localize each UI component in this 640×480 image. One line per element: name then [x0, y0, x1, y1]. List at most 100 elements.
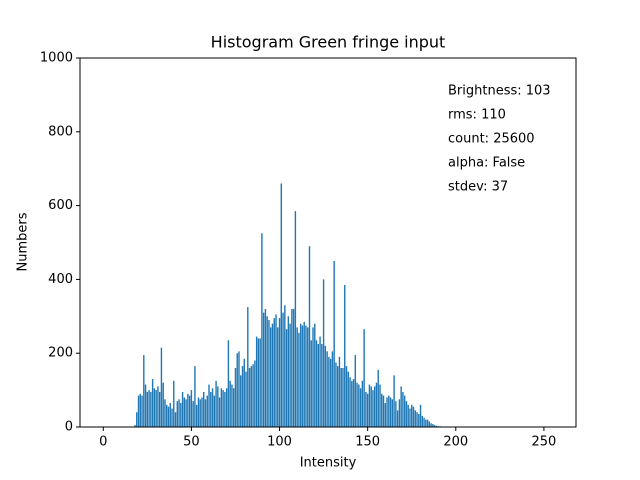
bar [335, 362, 337, 427]
bar [240, 375, 242, 427]
bar [259, 338, 261, 427]
x-tick-label: 50 [183, 435, 200, 450]
bar [336, 366, 339, 427]
bar [426, 419, 429, 427]
bar [176, 401, 179, 427]
bar [370, 386, 372, 427]
bar [366, 393, 369, 427]
bar [386, 397, 388, 427]
bar [232, 388, 235, 427]
bar [153, 388, 156, 427]
bar [338, 356, 341, 427]
bar [358, 384, 360, 427]
bar [134, 425, 136, 427]
bar [372, 390, 374, 427]
bar [229, 380, 231, 427]
bar [396, 410, 399, 427]
bar [419, 404, 422, 427]
bar [301, 325, 304, 427]
bar [197, 397, 200, 427]
bar [194, 366, 196, 427]
bar [238, 351, 240, 427]
bar [291, 308, 293, 427]
bar [409, 408, 411, 427]
bar [180, 403, 182, 427]
bar [377, 369, 379, 427]
bar [312, 327, 314, 427]
bar [303, 321, 305, 427]
bar [206, 395, 208, 427]
bar [310, 340, 312, 427]
bar [220, 388, 223, 427]
bar [275, 314, 277, 427]
bar [308, 246, 311, 427]
bar [361, 380, 364, 427]
bar [329, 358, 332, 427]
bar [178, 399, 180, 427]
bar [241, 366, 244, 427]
annotation: stdev: 37 [448, 180, 508, 195]
bar [351, 380, 353, 427]
annotation: count: 25600 [448, 132, 535, 147]
bar [317, 343, 320, 427]
annotation: alpha: False [448, 156, 525, 171]
bar [280, 183, 282, 427]
bar [403, 395, 406, 427]
bar [231, 384, 233, 427]
bar [218, 397, 221, 427]
bar [225, 388, 228, 427]
bar [217, 386, 219, 427]
bar [432, 424, 434, 427]
annotation: rms: 110 [448, 108, 506, 123]
bar [322, 279, 325, 427]
bar [391, 399, 394, 427]
x-tick-label: 200 [443, 435, 468, 450]
annotation: Brightness: 103 [448, 84, 551, 99]
bar [381, 393, 383, 427]
bar [155, 390, 157, 427]
bar [183, 397, 186, 427]
bar [227, 340, 230, 427]
bar [345, 366, 348, 427]
bar [222, 390, 224, 427]
bar [162, 382, 164, 427]
bar [247, 307, 249, 427]
bar [210, 391, 212, 427]
y-tick-label: 600 [48, 198, 73, 213]
bar [271, 323, 274, 427]
bar [405, 401, 408, 427]
bar [375, 382, 378, 427]
y-tick-label: 400 [48, 272, 73, 287]
bar [264, 308, 267, 427]
bar [414, 410, 416, 427]
bar [354, 355, 357, 427]
bar [411, 404, 413, 427]
bar [164, 399, 166, 427]
bar [349, 377, 351, 427]
bar [289, 323, 291, 427]
bar [359, 388, 362, 427]
bar [215, 380, 217, 427]
bar [284, 305, 286, 427]
bar [305, 325, 307, 427]
bar [379, 384, 381, 427]
x-tick-label: 100 [267, 435, 292, 450]
x-tick-label: 0 [99, 435, 107, 450]
bar [158, 391, 161, 427]
bar [388, 395, 390, 427]
bar [139, 393, 141, 427]
bar [185, 399, 187, 427]
bar [324, 345, 327, 427]
bar [430, 423, 432, 427]
bar [425, 419, 427, 427]
bar [368, 384, 371, 427]
bar [171, 408, 173, 427]
bar [277, 327, 279, 427]
x-tick-label: 250 [532, 435, 557, 450]
bar [298, 332, 300, 427]
bar [398, 399, 401, 427]
bar [326, 351, 328, 427]
bar [201, 397, 203, 427]
bar [248, 367, 251, 427]
